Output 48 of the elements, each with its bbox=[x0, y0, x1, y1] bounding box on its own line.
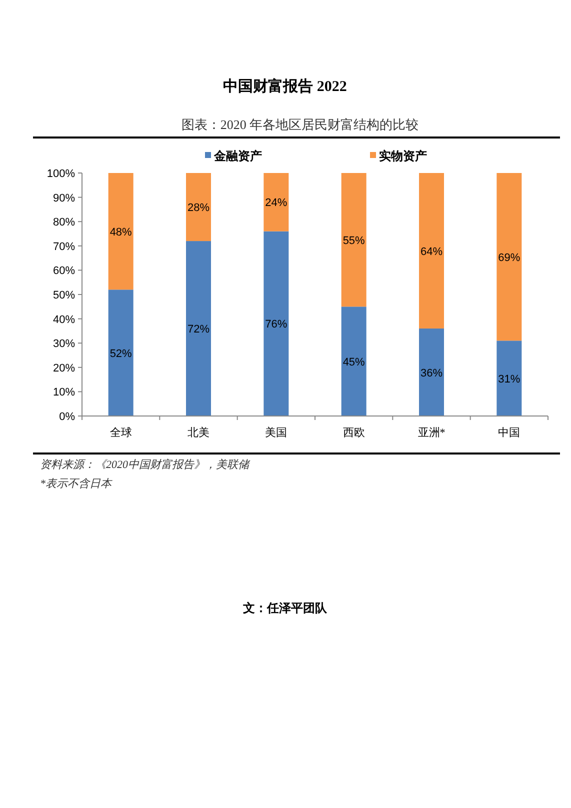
x-tick-label: 北美 bbox=[188, 426, 210, 439]
data-label: 24% bbox=[265, 197, 288, 210]
chart-subtitle: 图表：2020 年各地区居民财富结构的比较 bbox=[181, 117, 419, 132]
text: 资料来源：《2020中国财富报告》，美联储 bbox=[40, 458, 251, 471]
y-tick-label: 50% bbox=[52, 290, 76, 302]
bar bbox=[419, 328, 444, 416]
y-tick-label: 30% bbox=[52, 338, 76, 350]
data-label: 36% bbox=[420, 367, 443, 380]
x-tick-label: 中国 bbox=[498, 426, 520, 439]
data-label: 69% bbox=[498, 252, 520, 264]
y-tick-label: 80% bbox=[52, 216, 76, 229]
bar bbox=[186, 173, 211, 242]
legend-label: 金融资产 bbox=[213, 149, 262, 163]
bar bbox=[496, 173, 522, 341]
data-label: 55% bbox=[342, 234, 366, 247]
bar bbox=[108, 173, 134, 290]
bar bbox=[419, 173, 444, 329]
bar bbox=[186, 241, 211, 416]
data-label: 48% bbox=[110, 226, 132, 238]
x-tick-label: 美国 bbox=[265, 426, 288, 439]
y-tick-label: 70% bbox=[52, 240, 76, 253]
x-tick-label: 全球 bbox=[110, 426, 132, 439]
y-tick-label: 10% bbox=[52, 386, 76, 399]
x-tick-label: 亚洲* bbox=[418, 426, 446, 439]
data-label: 76% bbox=[265, 318, 288, 331]
data-label: 72% bbox=[187, 324, 210, 336]
y-tick-label: 60% bbox=[52, 265, 76, 278]
data-label: 45% bbox=[342, 356, 366, 368]
bar bbox=[108, 290, 134, 416]
data-label: 64% bbox=[420, 246, 443, 258]
text: *表示不含日本 bbox=[40, 477, 112, 490]
y-tick-label: 40% bbox=[52, 314, 76, 326]
bar bbox=[496, 340, 522, 416]
y-tick-label: 100% bbox=[46, 168, 76, 180]
data-label: 31% bbox=[498, 373, 520, 386]
text: 文：任泽平团队 bbox=[242, 601, 328, 615]
legend-label: 实物资产 bbox=[379, 149, 427, 163]
data-label: 52% bbox=[110, 348, 132, 360]
y-tick-label: 90% bbox=[52, 192, 76, 204]
y-tick-label: 20% bbox=[52, 362, 76, 374]
bar bbox=[341, 173, 366, 307]
y-tick-label: 0% bbox=[59, 411, 76, 423]
bar bbox=[264, 231, 289, 416]
bar bbox=[264, 173, 289, 232]
chart-title: 中国财富报告 2022 bbox=[223, 77, 347, 95]
data-label: 28% bbox=[187, 202, 210, 214]
x-tick-label: 西欧 bbox=[342, 427, 365, 439]
bar bbox=[341, 306, 366, 416]
